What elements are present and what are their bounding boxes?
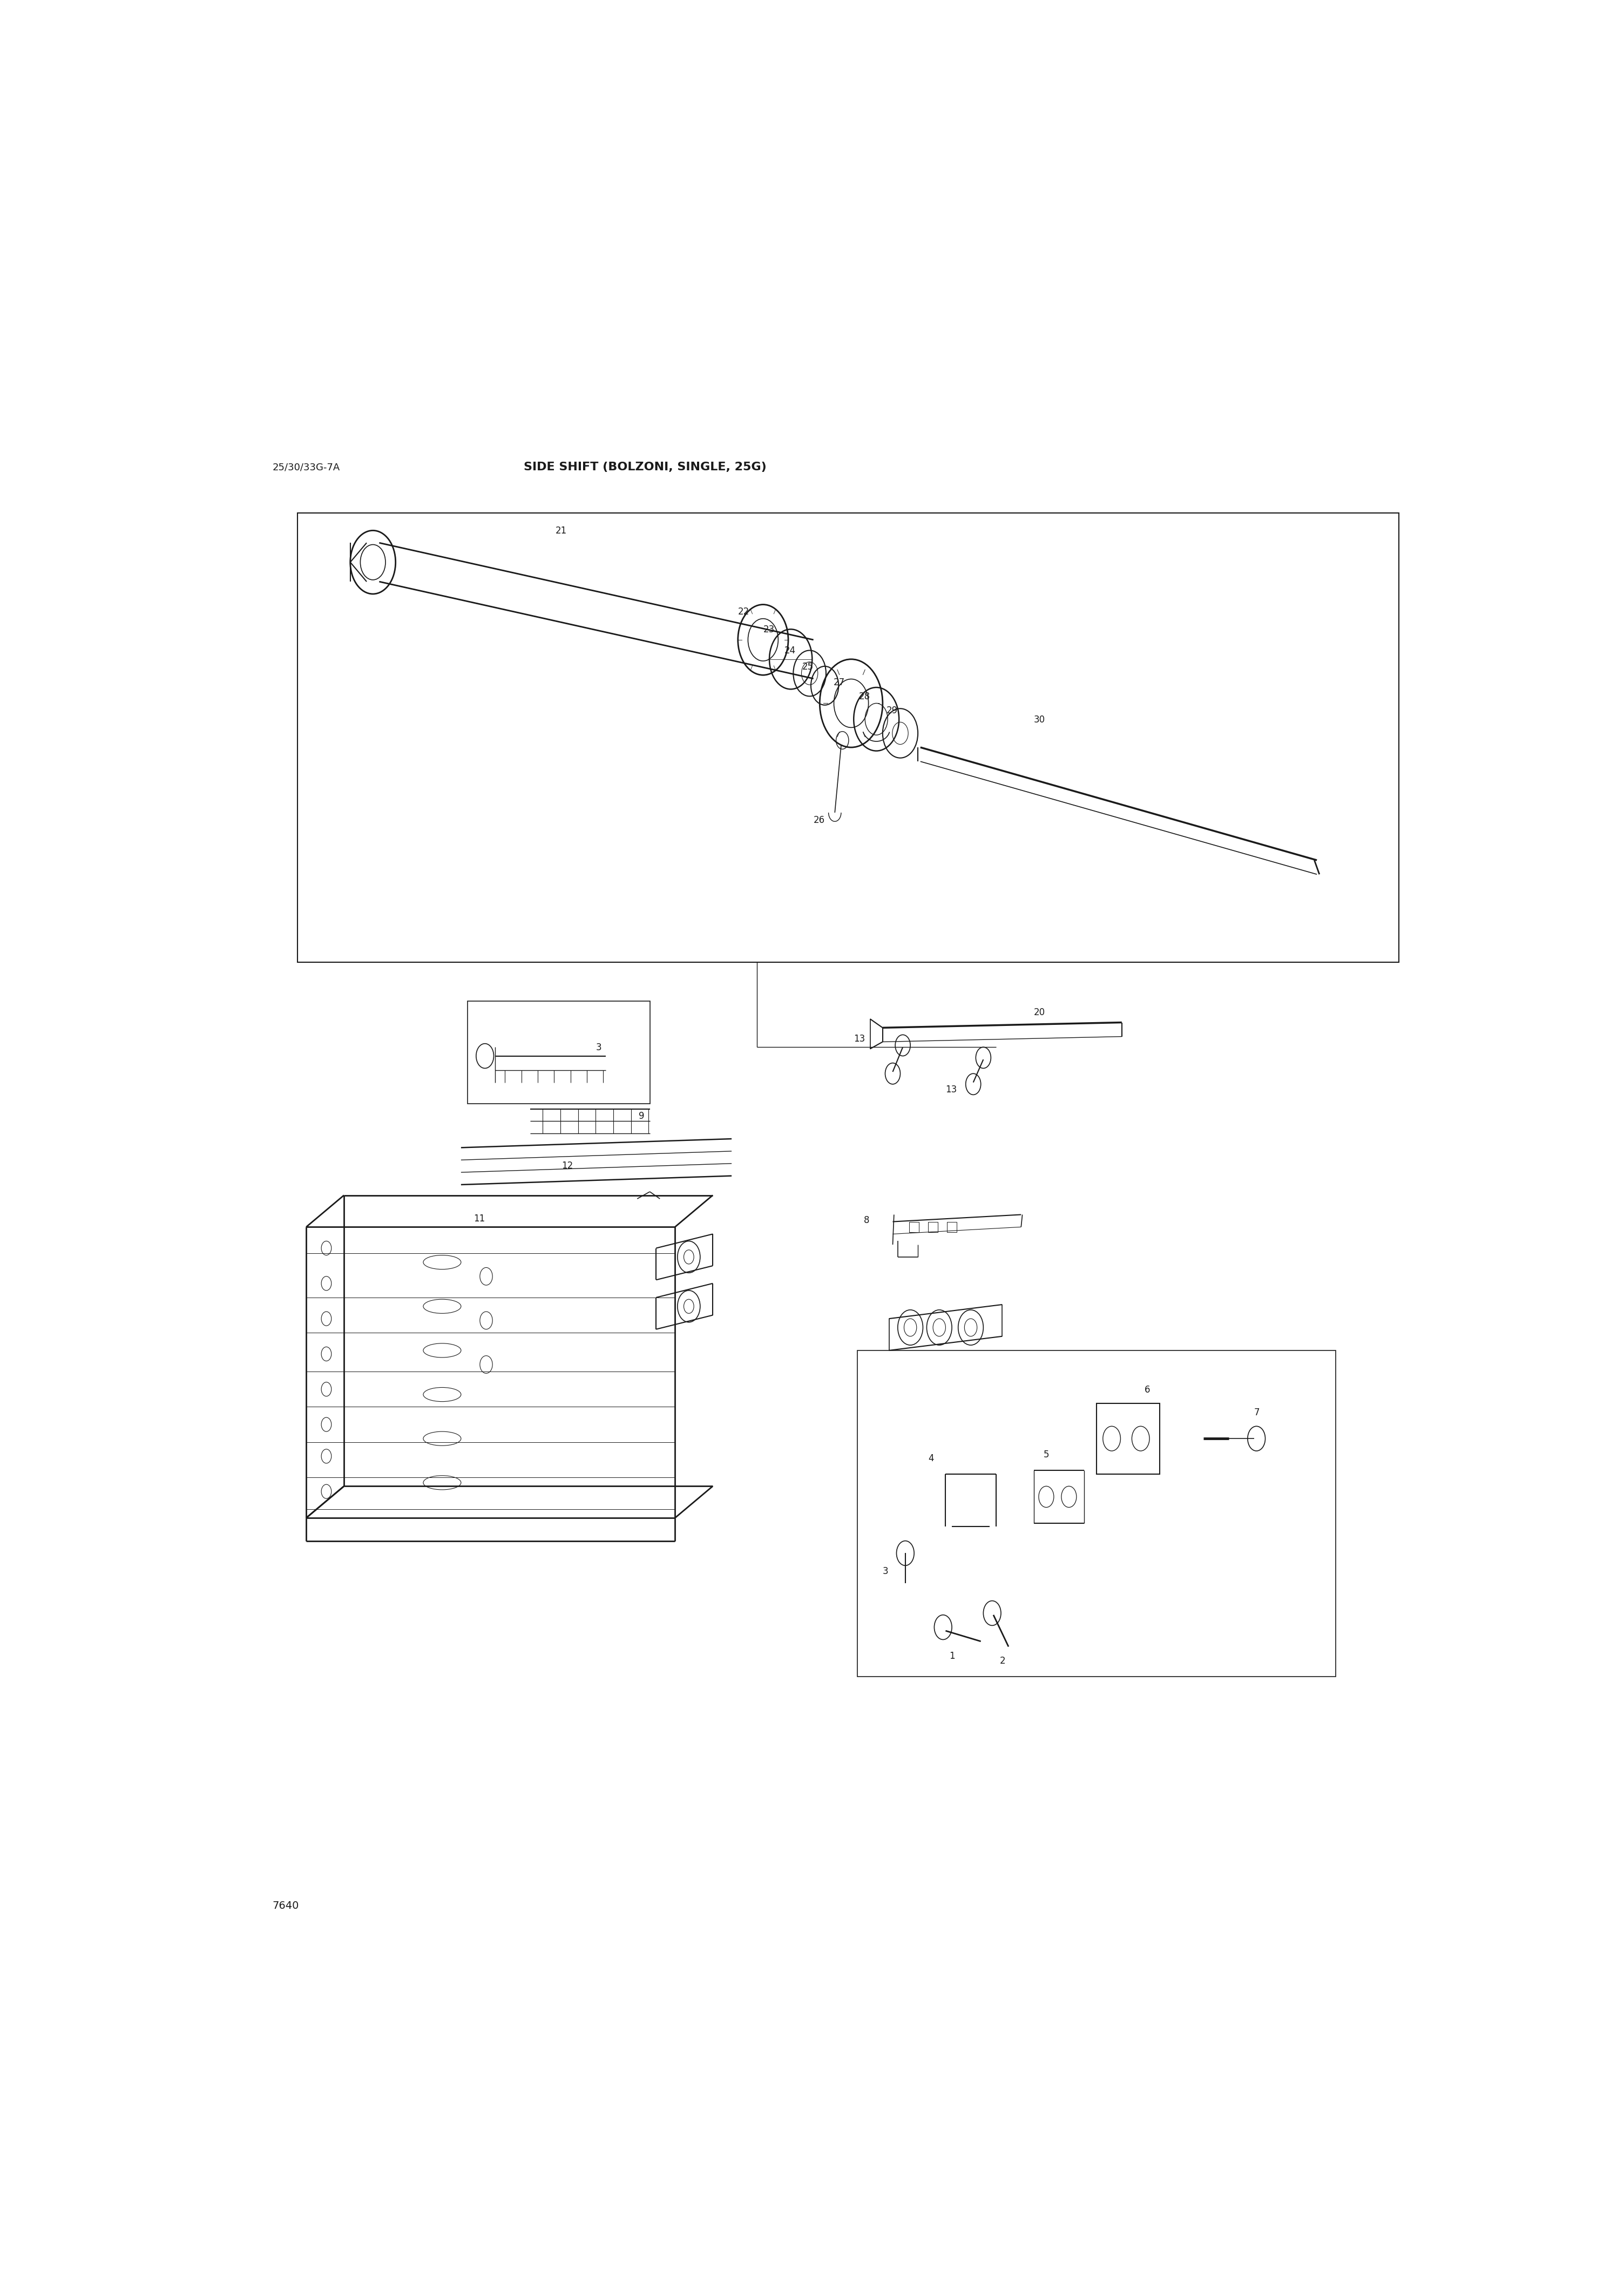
Text: 6: 6: [1145, 1385, 1150, 1395]
Text: 25/30/33G-7A: 25/30/33G-7A: [273, 463, 339, 472]
Text: 3: 3: [596, 1042, 601, 1053]
Text: 1: 1: [950, 1651, 955, 1660]
Bar: [468, 1001, 650, 1104]
Text: 13: 13: [854, 1033, 866, 1044]
Text: 2: 2: [1000, 1656, 1005, 1667]
Text: 23: 23: [763, 625, 775, 634]
Text: 7640: 7640: [273, 1901, 299, 1912]
Text: 20: 20: [1034, 1008, 1046, 1017]
Text: 12: 12: [562, 1161, 573, 1170]
Text: 9: 9: [638, 1111, 645, 1122]
Text: 7: 7: [1254, 1408, 1260, 1418]
Text: 28: 28: [859, 692, 870, 701]
Text: 8: 8: [864, 1216, 869, 1225]
Text: 13: 13: [945, 1085, 957, 1095]
Text: 30: 30: [1034, 714, 1046, 724]
Bar: [1096, 1404, 1160, 1475]
Text: 22: 22: [737, 607, 749, 616]
Text: 29: 29: [887, 705, 898, 714]
Bar: [857, 1351, 1337, 1676]
Bar: [297, 513, 1398, 962]
Bar: [947, 1221, 957, 1232]
Text: 3: 3: [883, 1566, 888, 1576]
Text: 27: 27: [833, 678, 844, 687]
Text: 21: 21: [555, 527, 567, 536]
Text: 26: 26: [814, 815, 825, 824]
Bar: [927, 1221, 939, 1232]
Bar: [909, 1221, 919, 1232]
Text: 11: 11: [474, 1214, 486, 1223]
Text: 25: 25: [802, 662, 814, 671]
Text: SIDE SHIFT (BOLZONI, SINGLE, 25G): SIDE SHIFT (BOLZONI, SINGLE, 25G): [525, 463, 767, 472]
Text: 5: 5: [1044, 1450, 1049, 1459]
Text: 24: 24: [784, 646, 796, 655]
Text: 4: 4: [927, 1454, 934, 1463]
